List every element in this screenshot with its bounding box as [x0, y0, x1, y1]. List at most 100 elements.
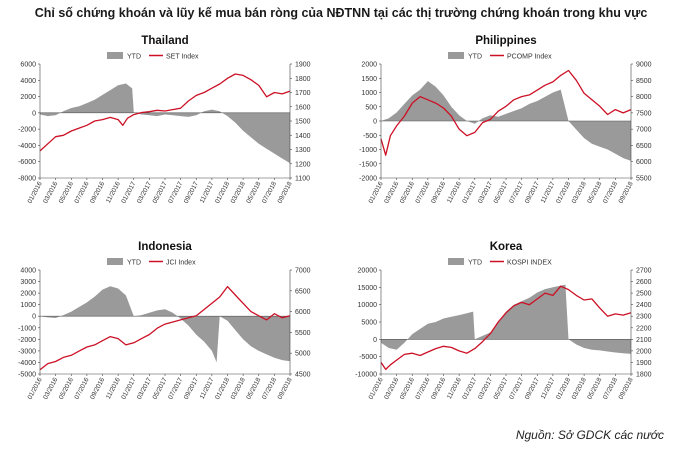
right-tick-label: 2400 [636, 302, 652, 309]
right-tick-label: 7000 [636, 127, 652, 134]
right-tick-label: 5500 [295, 330, 311, 337]
index-line [39, 285, 291, 371]
x-tick-label: 11/2016 [105, 376, 122, 400]
x-tick-label: 11/2016 [105, 180, 122, 204]
left-tick-label: 1000 [20, 302, 36, 309]
left-tick-label: -5000 [18, 372, 36, 379]
index-line [39, 73, 291, 152]
left-tick-label: 6000 [20, 62, 36, 69]
left-tick-label: 15000 [358, 285, 378, 292]
left-tick-label: 0 [373, 119, 377, 126]
right-tick-label: 1800 [295, 76, 311, 83]
legend-swatch-ytd [107, 52, 123, 59]
index-line [380, 285, 632, 371]
right-tick-label: 1900 [295, 62, 311, 69]
right-tick-label: 9000 [636, 62, 652, 69]
left-tick-label: 2000 [20, 291, 36, 298]
chart-philippines: Philippines YTD PCOMP Index 2000 1500 1000 500… [359, 35, 652, 205]
legend-label-index: PCOMP Index [507, 54, 552, 61]
x-tick-label: 11/2017 [199, 376, 216, 400]
right-tick-label: 2300 [636, 314, 652, 321]
left-tick-label: -10000 [355, 372, 377, 379]
legend-label-index: KOSPI INDEX [507, 260, 552, 267]
chart-title: Indonesia [138, 241, 192, 253]
left-tick-label: 2000 [20, 94, 36, 101]
right-tick-label: 5500 [636, 176, 652, 183]
right-tick-label: 1300 [295, 147, 311, 154]
left-tick-label: 500 [365, 104, 377, 111]
index-line [380, 69, 632, 156]
x-tick-label: 11/2016 [446, 180, 463, 204]
right-tick-label: 1900 [636, 360, 652, 367]
left-tick-label: -3000 [18, 348, 36, 355]
right-tick-label: 8500 [636, 78, 652, 85]
x-tick-label: 09/2018 [618, 376, 635, 400]
right-tick-label: 5000 [295, 351, 311, 358]
ytd-area [381, 284, 631, 354]
right-tick-label: 1400 [295, 133, 311, 140]
left-tick-label: -6000 [18, 159, 36, 166]
legend-swatch-ytd [448, 258, 464, 265]
left-tick-label: 0 [32, 314, 36, 321]
left-tick-label: 0 [32, 110, 36, 117]
x-tick-label: 09/2018 [277, 376, 294, 400]
left-tick-label: -2000 [359, 176, 377, 183]
legend-label-ytd: YTD [127, 260, 141, 267]
legend-swatch-ytd [448, 52, 464, 59]
right-tick-label: 2000 [636, 348, 652, 355]
right-tick-label: 7500 [636, 110, 652, 117]
right-tick-label: 2200 [636, 325, 652, 332]
left-tick-label: -2000 [18, 127, 36, 134]
main-title: Chỉ số chứng khoán và lũy kế mua bán ròn… [34, 6, 648, 20]
legend-label-ytd: YTD [468, 260, 482, 267]
right-tick-label: 1600 [295, 104, 311, 111]
legend-label-index: SET Index [166, 54, 199, 61]
right-tick-label: 1100 [295, 176, 310, 183]
x-tick-label: 11/2017 [540, 180, 557, 204]
right-tick-label: 1500 [295, 119, 311, 126]
legend-label-index: JCI Index [166, 260, 196, 267]
left-tick-label: 5000 [361, 320, 377, 327]
x-tick-label: 09/2018 [277, 180, 294, 204]
left-tick-label: -8000 [18, 176, 36, 183]
right-tick-label: 6500 [295, 288, 311, 295]
right-tick-label: 2700 [636, 268, 652, 275]
chart-korea: Korea YTD KOSPI INDEX 20000 15000 10000 5000 0 -… [355, 241, 652, 401]
left-tick-label: 4000 [20, 78, 36, 85]
right-tick-label: 1800 [636, 372, 652, 379]
ytd-area [40, 286, 290, 363]
left-tick-label: 3000 [20, 279, 36, 286]
right-tick-label: 4500 [295, 372, 311, 379]
right-tick-label: 2500 [636, 291, 652, 298]
right-tick-label: 6500 [636, 143, 652, 150]
right-tick-label: 1700 [295, 90, 311, 97]
left-tick-label: -2000 [18, 337, 36, 344]
right-tick-label: 8000 [636, 94, 652, 101]
source-note: Nguồn: Sở GDCK các nước [515, 428, 664, 442]
legend-label-ytd: YTD [468, 54, 482, 61]
right-tick-label: 7000 [295, 268, 311, 275]
x-tick-label: 11/2017 [540, 376, 557, 400]
left-tick-label: 4000 [20, 268, 36, 275]
ytd-area [40, 83, 290, 164]
left-tick-label: 10000 [358, 302, 378, 309]
legend-label-ytd: YTD [127, 54, 141, 61]
x-tick-label: 11/2017 [199, 180, 216, 204]
left-tick-label: -1000 [18, 325, 36, 332]
chart-title: Thailand [141, 35, 188, 47]
chart-title: Korea [490, 241, 523, 253]
x-tick-label: 09/2018 [618, 180, 635, 204]
chart-title: Philippines [475, 35, 536, 47]
left-tick-label: 20000 [358, 268, 378, 275]
left-tick-label: 1000 [361, 90, 377, 97]
left-tick-label: 2000 [361, 62, 377, 69]
chart-indonesia: Indonesia YTD JCI Index 4000 3000 2000 1000 0 -1… [18, 241, 311, 401]
legend-swatch-ytd [107, 258, 123, 265]
left-tick-label: -500 [363, 133, 377, 140]
right-tick-label: 6000 [295, 309, 311, 316]
x-tick-label: 11/2016 [446, 376, 463, 400]
right-tick-label: 6000 [636, 159, 652, 166]
left-tick-label: 0 [373, 337, 377, 344]
left-tick-label: -1500 [359, 161, 377, 168]
